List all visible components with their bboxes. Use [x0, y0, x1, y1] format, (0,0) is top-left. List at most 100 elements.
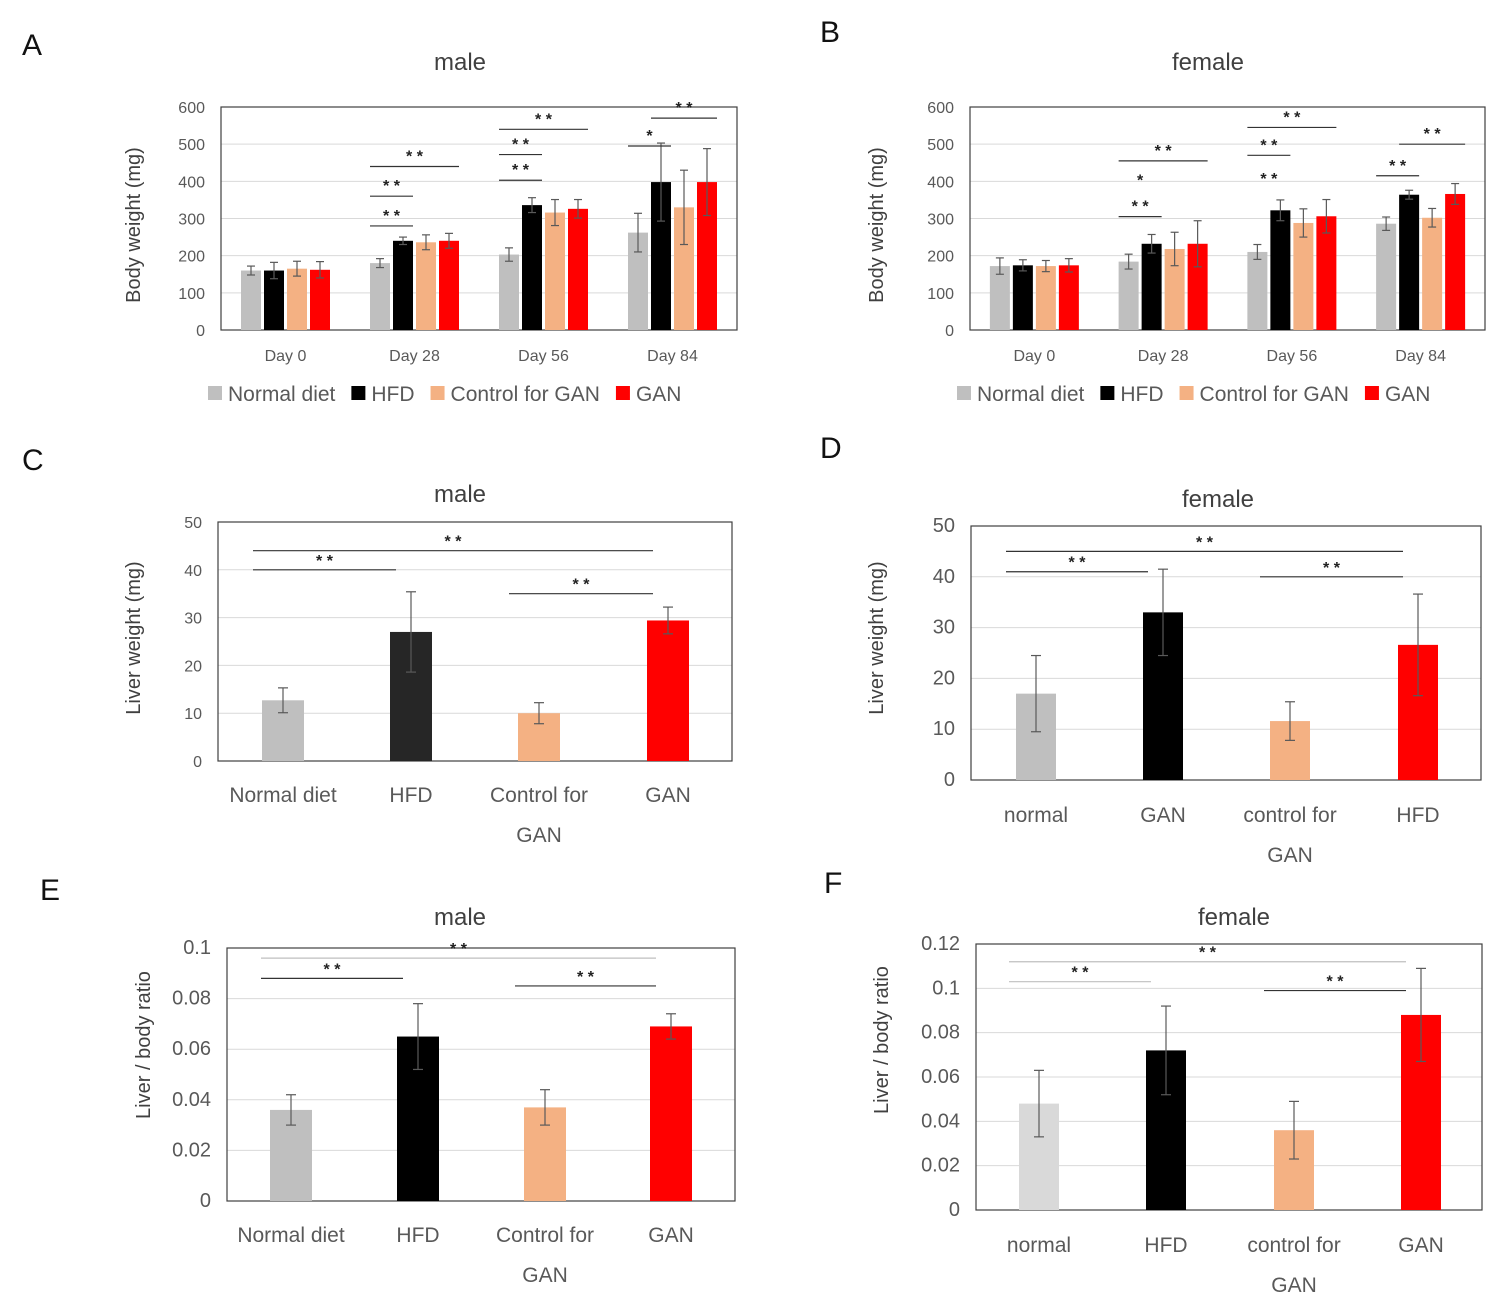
- y-tick-label: 10: [933, 718, 955, 740]
- significance-marker: * *: [512, 162, 530, 179]
- y-axis-label: Liver / body ratio: [133, 971, 155, 1119]
- bar-gan: [310, 269, 330, 330]
- x-tick-label: normal: [1007, 1234, 1071, 1257]
- bar-normal-diet: [499, 254, 519, 330]
- x-tick-label: Control for GAN: [496, 1224, 594, 1287]
- y-tick-label: 0.08: [172, 988, 211, 1010]
- y-tick-label: 100: [178, 286, 205, 303]
- significance-marker: * *: [450, 941, 468, 958]
- bar-gan: [697, 182, 717, 330]
- significance-marker: * *: [1196, 534, 1214, 551]
- chart-title: male: [434, 481, 486, 508]
- bar-normal-diet: [1118, 261, 1139, 330]
- y-tick-label: 0: [196, 323, 205, 340]
- y-tick-label: 600: [178, 100, 205, 117]
- bar-hfd: [1141, 243, 1162, 330]
- y-tick-label: 0.02: [921, 1155, 960, 1177]
- y-tick-label: 0.04: [921, 1110, 960, 1132]
- significance-marker: * *: [1424, 126, 1442, 143]
- y-tick-label: 0: [944, 769, 955, 791]
- panel-label: D: [820, 432, 842, 465]
- panel-label: E: [40, 874, 60, 907]
- x-tick-label: GAN: [648, 1224, 694, 1247]
- y-axis-label: Liver / body ratio: [871, 966, 893, 1114]
- bar-hfd: [1270, 210, 1291, 330]
- significance-marker: * *: [1069, 555, 1087, 572]
- significance-marker: * *: [1260, 171, 1278, 188]
- y-tick-label: 600: [927, 100, 954, 117]
- x-tick-label: Day 0: [1013, 348, 1055, 365]
- x-tick-label: control for GAN: [1247, 1234, 1340, 1297]
- panel-label: C: [22, 444, 44, 477]
- y-tick-label: 0.08: [921, 1022, 960, 1044]
- significance-marker: * *: [577, 969, 595, 986]
- significance-marker: * *: [1327, 974, 1345, 991]
- bar-gan: [1445, 193, 1466, 330]
- legend-swatch: [208, 386, 222, 400]
- plot-frame: [217, 521, 733, 762]
- y-tick-label: 0.12: [921, 933, 960, 955]
- x-tick-label: Day 28: [389, 348, 440, 365]
- legend-label: Normal diet: [228, 383, 336, 406]
- bar-normal-diet: [989, 266, 1010, 330]
- bar-gan: [1058, 265, 1079, 330]
- bar: [650, 1026, 692, 1201]
- bar-control-for-gan: [1293, 222, 1314, 330]
- significance-marker: *: [1137, 173, 1144, 190]
- x-tick-label: Day 0: [265, 348, 307, 365]
- significance-marker: * *: [316, 553, 334, 570]
- y-axis-label: Body weight (mg): [866, 147, 888, 303]
- y-tick-label: 500: [178, 137, 205, 154]
- significance-marker: * *: [406, 148, 424, 165]
- y-tick-label: 0: [949, 1199, 960, 1221]
- y-axis-label: Body weight (mg): [123, 147, 145, 303]
- y-tick-label: 10: [184, 706, 202, 723]
- y-tick-label: 0: [945, 323, 954, 340]
- legend-swatch: [1100, 386, 1115, 400]
- y-tick-label: 0.1: [183, 937, 211, 959]
- chart-title: male: [434, 904, 486, 931]
- x-tick-label: Day 84: [647, 348, 698, 365]
- x-tick-label: Day 56: [1267, 348, 1318, 365]
- significance-marker: * *: [324, 961, 342, 978]
- x-tick-label: HFD: [1144, 1234, 1187, 1257]
- y-tick-label: 100: [927, 286, 954, 303]
- bar-gan: [1187, 243, 1208, 330]
- bar-hfd: [393, 240, 413, 330]
- y-tick-label: 30: [184, 611, 202, 628]
- bar-hfd: [522, 205, 542, 330]
- x-tick-label: HFD: [389, 784, 432, 807]
- bar-control-for-gan: [674, 207, 694, 330]
- y-tick-label: 50: [933, 515, 955, 537]
- y-tick-label: 0.06: [172, 1038, 211, 1060]
- legend-swatch: [430, 386, 445, 400]
- legend-label: HFD: [1120, 383, 1163, 406]
- bar-hfd: [651, 182, 671, 330]
- plot-frame: [975, 943, 1483, 1211]
- x-tick-label: Normal diet: [237, 1224, 345, 1247]
- bar-control-for-gan: [545, 212, 565, 330]
- bar-gan: [568, 208, 588, 330]
- y-tick-label: 0.06: [921, 1066, 960, 1088]
- x-tick-label: HFD: [1396, 804, 1439, 827]
- y-tick-label: 0: [200, 1190, 211, 1212]
- bar-hfd: [1399, 194, 1420, 330]
- legend-label: Normal diet: [977, 383, 1085, 406]
- y-tick-label: 40: [184, 563, 202, 580]
- significance-marker: * *: [676, 100, 694, 117]
- plot-frame: [969, 106, 1486, 331]
- significance-marker: * *: [573, 577, 591, 594]
- x-tick-label: GAN: [1398, 1234, 1444, 1257]
- x-tick-label: HFD: [396, 1224, 439, 1247]
- legend: Normal diet HFD Control for GAN GAN: [957, 383, 1430, 406]
- legend-label: Control for GAN: [451, 383, 600, 406]
- bar-gan: [1316, 216, 1337, 330]
- significance-marker: * *: [383, 208, 401, 225]
- chart-title: female: [1172, 49, 1244, 76]
- legend-label: GAN: [1385, 383, 1431, 406]
- legend: Normal diet HFD Control for GAN GAN: [208, 383, 681, 406]
